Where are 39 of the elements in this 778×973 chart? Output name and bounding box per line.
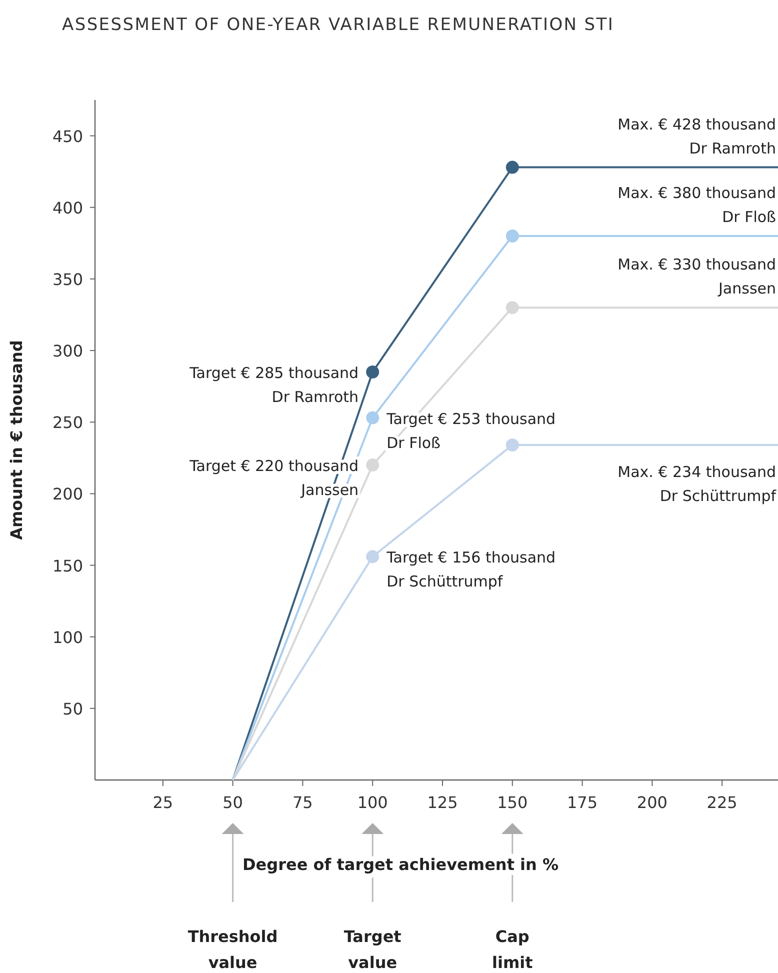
y-tick-label: 150	[52, 556, 83, 576]
y-tick-label: 250	[52, 413, 83, 432]
y-axis-title: Amount in € thousand	[7, 340, 26, 540]
point	[366, 411, 380, 424]
y-tick-label: 200	[52, 484, 83, 504]
x-tick-label: 100	[357, 793, 388, 812]
y-tick-label: 300	[52, 342, 83, 361]
point	[506, 230, 519, 242]
y-tick-label: 450	[52, 126, 83, 146]
chart-title: ASSESSMENT OF ONE-YEAR VARIABLE REMUNERATION STI	[62, 15, 614, 35]
x-tick-label: 225	[706, 793, 738, 812]
point	[506, 301, 519, 314]
annotation: Max. € 330 thousand Janssen	[618, 256, 776, 298]
annotation: Target € 285 thousand Dr Ramroth	[188, 364, 359, 406]
y-tick-label: 50	[62, 699, 83, 718]
x-axis-title: Degree of target achievement in %	[242, 855, 559, 874]
y-tick-label: 350	[52, 270, 83, 289]
y-tick-label: 400	[52, 198, 83, 218]
x-tick-label: 200	[636, 793, 668, 812]
point	[366, 550, 380, 564]
text: Threshold value	[188, 927, 278, 972]
annotation: Max. € 234 thousand Dr Schüttrumpf	[618, 463, 777, 506]
point	[366, 366, 380, 378]
x-tick-label: 125	[427, 793, 458, 812]
annotation: Target € 156 thousand Dr Schüttrumpf	[386, 548, 556, 591]
x-tick-label: 25	[152, 793, 174, 812]
x-tick-label: 50	[222, 793, 243, 812]
point	[506, 438, 519, 452]
annotation: Max. € 380 thousand Dr Floß	[618, 184, 776, 226]
text: Cap limit	[492, 927, 534, 972]
y-tick-label: 100	[52, 628, 83, 647]
text: Target value	[344, 927, 402, 972]
x-tick-label: 75	[292, 793, 313, 812]
annotation: Target € 253 thousand Dr Floß	[386, 410, 556, 452]
point	[506, 160, 519, 174]
annotation: Max. € 428 thousand Dr Ramroth	[618, 115, 776, 158]
x-tick-label: 175	[567, 793, 598, 812]
x-tick-label: 150	[497, 793, 528, 812]
point	[366, 458, 380, 472]
